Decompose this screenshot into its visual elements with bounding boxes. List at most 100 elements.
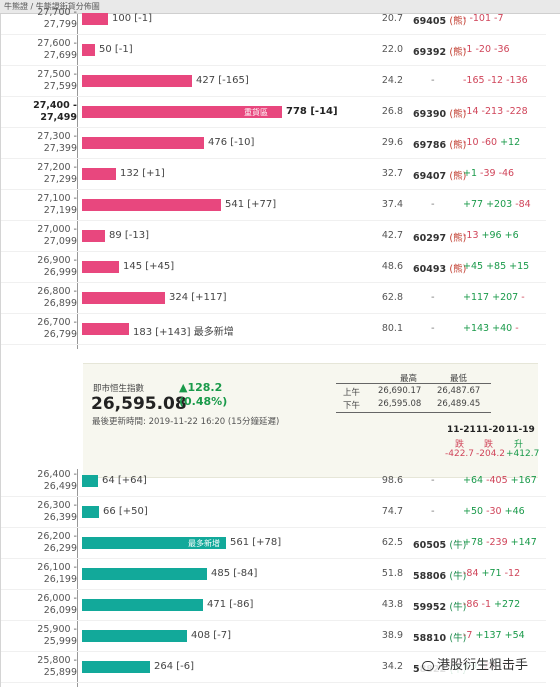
am-high: 26,690.17 — [378, 386, 422, 396]
bear-row: 27,300 -27,399 476 [-10] 29.6 69786 (熊) -10 … — [1, 128, 546, 159]
daily-changes: -14 -213 -228 — [463, 106, 528, 117]
price-range: 26,900 -26,999 — [5, 255, 77, 279]
range-bottom: 27,199 — [43, 205, 77, 216]
change-value: -84 — [512, 199, 531, 210]
volume-bar — [82, 75, 192, 87]
distance-pct: 80.1 — [381, 323, 403, 334]
warrant-type: (熊) — [449, 171, 467, 182]
change-value: +12 — [497, 137, 521, 148]
distance-pct: 62.8 — [381, 292, 403, 303]
range-bottom: 26,099 — [43, 605, 77, 616]
warrant-type: (牛) — [449, 571, 467, 582]
distance-pct: 38.9 — [381, 630, 403, 641]
warrant-code-empty: - — [431, 199, 435, 210]
warrant-code-link[interactable]: 59952 (牛) — [413, 599, 466, 613]
wechat-icon — [422, 660, 434, 671]
bar-label: 471 [-86] — [207, 599, 254, 610]
price-range: 26,400 -26,499 — [5, 469, 77, 493]
low-header: 最低 — [450, 374, 468, 384]
volume-bar — [82, 292, 165, 304]
range-bottom: 25,899 — [43, 667, 77, 678]
change-value: +85 — [483, 261, 507, 272]
warrant-code[interactable]: 59952 — [413, 602, 450, 613]
change-value: -7 — [491, 13, 504, 24]
warrant-code-link[interactable]: 58806 (牛) — [413, 568, 466, 582]
change-value: -84 — [463, 568, 479, 579]
distance-pct: 48.6 — [381, 261, 403, 272]
bar-badge: 最多新增 — [188, 539, 220, 548]
warrant-code[interactable]: 69390 — [413, 109, 450, 120]
change-value: +45 — [463, 261, 484, 272]
change-value: -1 — [478, 599, 492, 610]
bull-row: 25,900 -25,999 408 [-7] 38.9 58810 (牛) -7 +1… — [1, 621, 546, 652]
change-value: -101 — [466, 13, 492, 24]
warrant-type: (熊) — [449, 16, 467, 27]
hist-val-3: +412.7 — [506, 449, 540, 459]
change-value: -13 — [463, 230, 479, 241]
warrant-code-link[interactable]: 60297 (熊) — [413, 230, 466, 244]
warrant-code-link[interactable]: 69390 (熊) — [413, 106, 466, 120]
bar-label: 132 [+1] — [120, 168, 165, 179]
volume-bar — [82, 261, 119, 273]
change-value: - — [518, 292, 525, 303]
distance-pct: 74.7 — [381, 506, 403, 517]
warrant-code[interactable]: 69392 — [413, 47, 450, 58]
change-value: - — [512, 323, 519, 334]
warrant-code-link[interactable]: 69407 (熊) — [413, 168, 466, 182]
bar-label: 561 [+78] — [230, 537, 282, 548]
daily-changes: -84 +71 -12 — [463, 568, 520, 579]
warrant-code[interactable]: 69407 — [413, 171, 450, 182]
change-value: -405 — [483, 475, 508, 486]
change-value: +167 — [507, 475, 537, 486]
price-range: 25,800 -25,899 — [5, 655, 77, 679]
hist-val-1: -422.7 — [445, 449, 475, 459]
warrant-code[interactable]: 69786 — [413, 140, 450, 151]
change-value: +78 — [463, 537, 484, 548]
warrant-code[interactable]: 60297 — [413, 233, 450, 244]
high-header: 最高 — [400, 374, 418, 384]
range-top: 26,200 - — [37, 531, 77, 542]
bear-row: 26,700 -26,799 183 [+143] 最多新增 80.1- +143 +… — [1, 314, 546, 345]
daily-changes: -165 -12 -136 — [463, 75, 528, 86]
warrant-code-link[interactable]: 60493 (熊) — [413, 261, 466, 275]
bull-row: 26,200 -26,299 最多新增 561 [+78] 62.5 60505 (牛)… — [1, 528, 546, 559]
change-value: -36 — [491, 44, 510, 55]
range-top: 27,200 - — [37, 162, 77, 173]
range-bottom: 27,499 — [40, 112, 77, 123]
warrant-code-empty: - — [431, 292, 435, 303]
range-bottom: 26,199 — [43, 574, 77, 585]
warrant-type: (熊) — [449, 264, 467, 275]
warrant-code[interactable]: 60493 — [413, 264, 450, 275]
index-updated-time: 最後更新時間: 2019-11-22 16:20 (15分鐘延遲) — [92, 417, 280, 427]
range-bottom: 27,699 — [43, 50, 77, 61]
warrant-type: (牛) — [449, 540, 467, 551]
warrant-code-link[interactable]: 60505 (牛) — [413, 537, 466, 551]
bear-row: 26,900 -26,999 145 [+45] 48.6 60493 (熊) +45 … — [1, 252, 546, 283]
warrant-code[interactable]: 69405 — [413, 16, 450, 27]
index-change: ▲128.2 — [179, 381, 223, 394]
change-value: -165 — [463, 75, 485, 86]
bear-row: 27,100 -27,199 541 [+77] 37.4 - +77 +203 -84 — [1, 190, 546, 221]
pm-label: 下午 — [343, 401, 361, 411]
range-bottom: 25,999 — [43, 636, 77, 647]
range-top: 27,700 - — [37, 7, 77, 18]
bar-label: 485 [-84] — [211, 568, 258, 579]
change-value: - — [463, 13, 467, 24]
warrant-code[interactable]: 58810 — [413, 633, 450, 644]
range-bottom: 26,499 — [43, 481, 77, 492]
hist-date-2: 11-20 — [476, 425, 505, 435]
warrant-code-link[interactable]: 69405 (熊) — [413, 13, 466, 27]
warrant-code[interactable]: 58806 — [413, 571, 450, 582]
bar-label: 50 [-1] — [99, 44, 133, 55]
distance-pct: 26.8 — [381, 106, 403, 117]
distance-pct: 24.2 — [381, 75, 403, 86]
warrant-code-link[interactable]: 69786 (熊) — [413, 137, 466, 151]
warrant-code-link[interactable]: 58810 (牛) — [413, 630, 466, 644]
warrant-code[interactable]: 60505 — [413, 540, 450, 551]
change-value: +1 — [463, 168, 478, 179]
volume-bar — [82, 630, 187, 642]
warrant-code-link[interactable]: 69392 (熊) — [413, 44, 466, 58]
bar-label: 324 [+117] — [169, 292, 227, 303]
index-title: 即市恒生指數 — [93, 384, 145, 394]
change-value: -12 — [484, 75, 504, 86]
